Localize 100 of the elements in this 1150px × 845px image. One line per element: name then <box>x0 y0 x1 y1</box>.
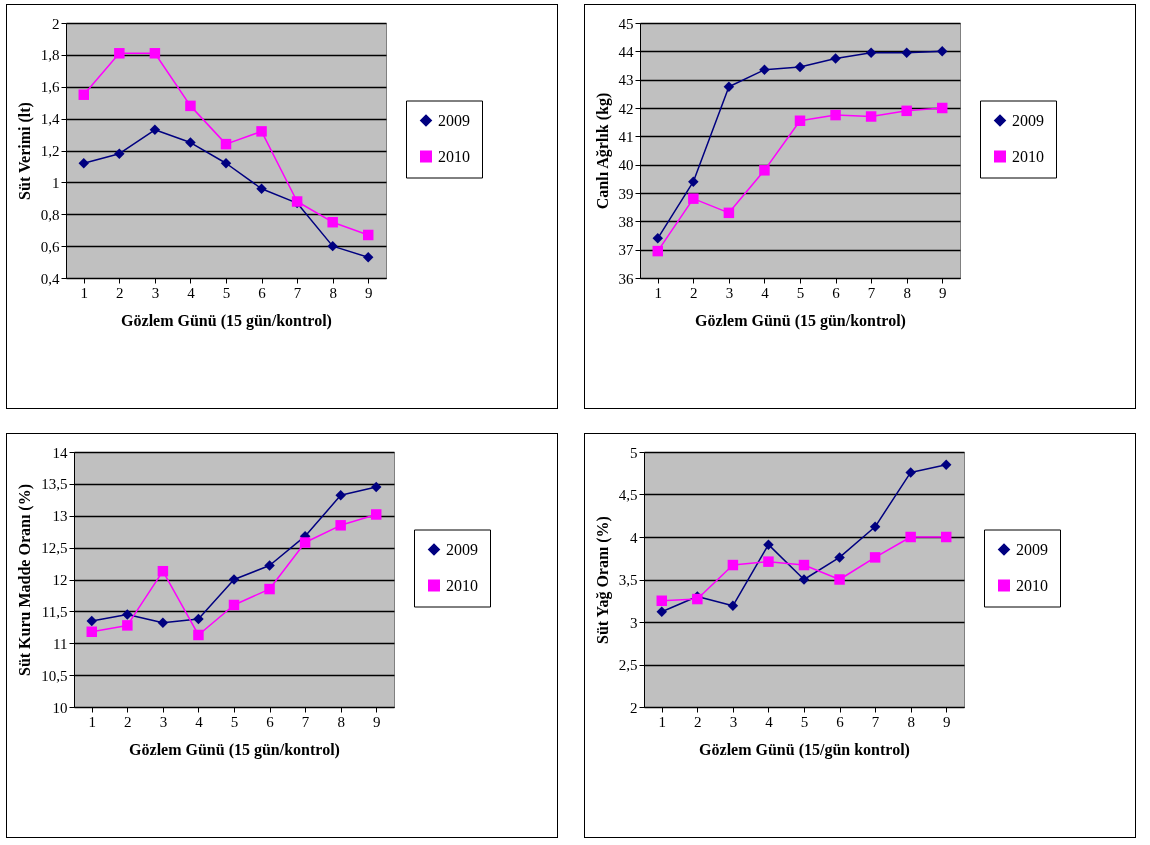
point <box>763 556 774 567</box>
legend-label: 2010 <box>1016 576 1048 594</box>
x-axis-title: Gözlem Günü (15 gün/kontrol) <box>695 311 906 330</box>
point <box>228 599 240 611</box>
y-tick-label: 1,6 <box>40 79 60 96</box>
x-tick-label: 6 <box>266 713 275 730</box>
x-tick-label: 8 <box>329 284 337 301</box>
point <box>122 609 133 620</box>
y-tick-label: 1,4 <box>40 111 60 128</box>
point <box>193 629 204 641</box>
y-axis-title: Süt Verimi (lt) <box>15 102 34 200</box>
x-tick-label: 4 <box>195 713 204 730</box>
point <box>940 459 952 470</box>
y-tick-label: 4,5 <box>618 487 638 503</box>
point <box>723 207 735 219</box>
point <box>335 490 346 501</box>
point <box>122 620 133 631</box>
y-tick-label: 14 <box>52 444 68 461</box>
point <box>936 46 948 57</box>
point <box>869 521 881 533</box>
point <box>114 148 125 159</box>
x-tick-label: 2 <box>124 713 132 730</box>
y-axis-title: Süt Kuru Madde Oranı (%) <box>16 483 35 677</box>
y-tick-label: 11,5 <box>41 603 68 620</box>
point <box>727 600 739 612</box>
x-tick-label: 6 <box>832 284 841 301</box>
y-tick-label: 0,6 <box>40 238 60 255</box>
x-tick-label: 6 <box>258 284 267 301</box>
x-tick-label: 3 <box>725 284 734 301</box>
point <box>723 81 735 92</box>
x-tick-label: 5 <box>796 284 805 301</box>
x-tick-label: 3 <box>159 713 168 730</box>
point <box>688 193 699 204</box>
point <box>78 158 90 169</box>
point <box>865 47 877 58</box>
point <box>264 560 275 571</box>
x-tick-label: 8 <box>907 713 915 730</box>
point <box>335 520 346 531</box>
point <box>834 574 845 585</box>
x-axis-title: Gözlem Günü (15 gün/kontrol) <box>121 311 332 330</box>
legend-label: 2009 <box>1012 111 1044 129</box>
point <box>940 531 952 543</box>
point <box>114 48 125 59</box>
point <box>185 100 196 112</box>
point <box>763 539 774 550</box>
point <box>759 165 770 176</box>
y-tick-label: 10,5 <box>41 667 68 684</box>
point <box>798 559 810 571</box>
point <box>901 47 912 58</box>
point <box>193 613 204 625</box>
point <box>794 61 806 73</box>
y-tick-label: 38 <box>618 213 634 230</box>
point <box>656 595 668 606</box>
x-tick-label: 1 <box>80 284 89 301</box>
x-tick-label: 9 <box>942 713 951 730</box>
y-tick-label: 13,5 <box>41 476 68 493</box>
x-tick-label: 2 <box>116 284 124 301</box>
y-tick-label: 2 <box>52 15 60 32</box>
x-axis-title: Gözlem Günü (15/gün kontrol) <box>699 740 910 759</box>
y-tick-label: 3 <box>630 614 638 631</box>
point <box>256 126 267 137</box>
y-tick-label: 2,5 <box>618 657 638 673</box>
x-tick-label: 3 <box>729 713 738 730</box>
y-tick-label: 42 <box>618 100 634 117</box>
point <box>327 216 338 228</box>
x-tick-label: 1 <box>658 713 667 730</box>
point <box>78 89 90 100</box>
x-tick-label: 1 <box>88 713 97 730</box>
y-tick-label: 1 <box>52 174 60 191</box>
point <box>256 183 267 194</box>
x-tick-label: 4 <box>765 713 774 730</box>
point <box>652 233 664 244</box>
point <box>905 531 916 543</box>
point <box>299 537 311 548</box>
x-tick-label: 9 <box>938 284 947 301</box>
legend-label: 2010 <box>446 576 478 594</box>
point <box>370 509 382 520</box>
legend-label: 2010 <box>438 147 470 165</box>
x-tick-label: 5 <box>222 284 231 301</box>
point <box>149 124 161 136</box>
y-tick-label: 43 <box>618 72 634 89</box>
y-tick-label: 3,5 <box>618 572 638 588</box>
y-tick-label: 44 <box>618 43 634 60</box>
point <box>327 240 338 252</box>
x-tick-label: 7 <box>293 284 302 301</box>
x-tick-label: 7 <box>301 713 310 730</box>
y-tick-label: 2 <box>630 699 638 716</box>
y-tick-label: 37 <box>618 242 634 259</box>
point <box>869 552 881 563</box>
y-tick-label: 1,8 <box>40 47 60 64</box>
legend-label: 2009 <box>438 111 470 129</box>
point <box>185 137 196 148</box>
y-axis-title: Canlı Ağrlık (kg) <box>593 92 612 210</box>
x-tick-label: 8 <box>337 713 345 730</box>
point <box>794 115 806 126</box>
x-tick-label: 7 <box>867 284 876 301</box>
point <box>362 229 374 241</box>
x-tick-label: 5 <box>800 713 809 730</box>
y-tick-label: 5 <box>630 444 638 461</box>
y-tick-label: 40 <box>618 157 634 174</box>
